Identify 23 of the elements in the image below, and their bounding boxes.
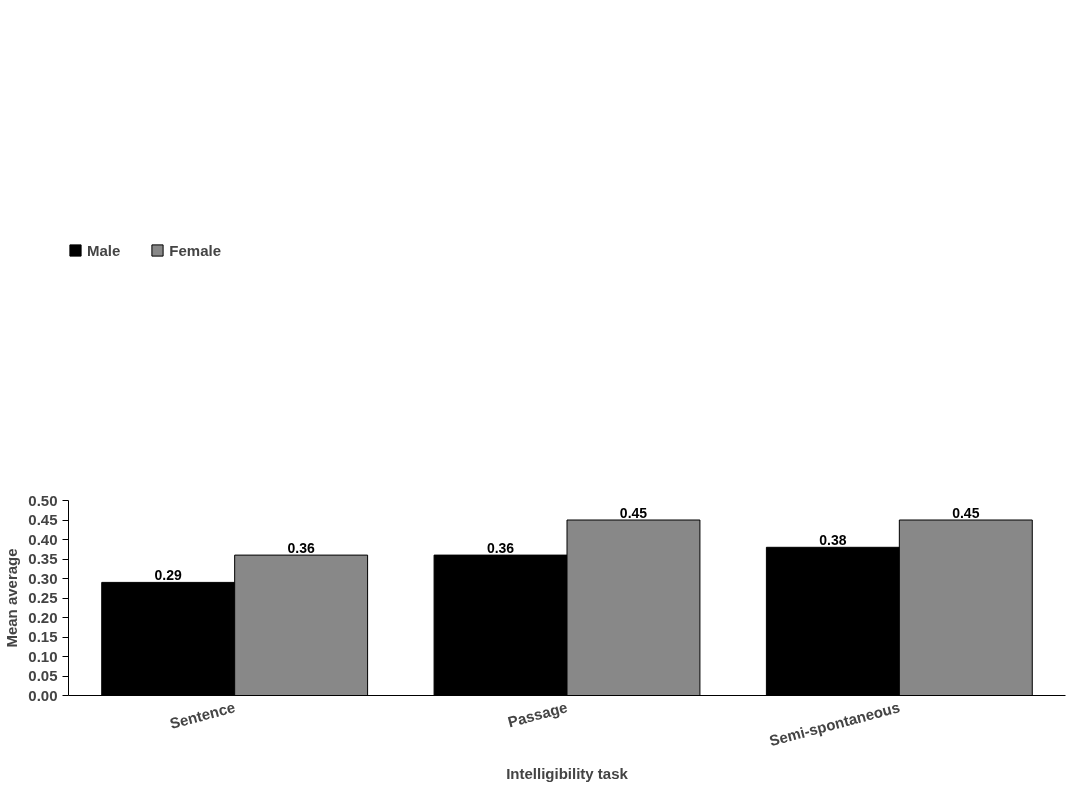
data-label: 0.38 — [819, 532, 847, 549]
data-label: 0.36 — [287, 540, 315, 557]
data-label: 0.45 — [619, 505, 648, 521]
y-tick-label: 0.40 — [28, 530, 58, 548]
legend-label: Female — [169, 241, 222, 259]
x-tick-label: Passage — [505, 698, 570, 731]
y-tick-label: 0.45 — [28, 511, 58, 528]
y-tick-label: 0.10 — [28, 647, 58, 665]
legend-label: Male — [87, 241, 121, 259]
y-tick-label: 0.25 — [28, 589, 58, 606]
data-label: 0.45 — [952, 505, 980, 521]
y-axis-title: Mean average — [3, 548, 21, 648]
y-tick-label: 0.20 — [28, 608, 58, 626]
x-tick-label: Sentence — [168, 698, 237, 732]
y-tick-label: 0.00 — [28, 686, 58, 704]
x-axis-title: Intelligibility task — [506, 765, 629, 783]
y-tick-label: 0.35 — [28, 550, 58, 567]
y-tick-label: 0.15 — [28, 628, 58, 645]
y-tick-label: 0.30 — [28, 569, 58, 587]
y-tick-label: 0.05 — [28, 667, 58, 684]
y-tick-label: 0.50 — [28, 491, 58, 509]
data-label: 0.36 — [486, 540, 515, 557]
data-label: 0.29 — [154, 567, 183, 584]
